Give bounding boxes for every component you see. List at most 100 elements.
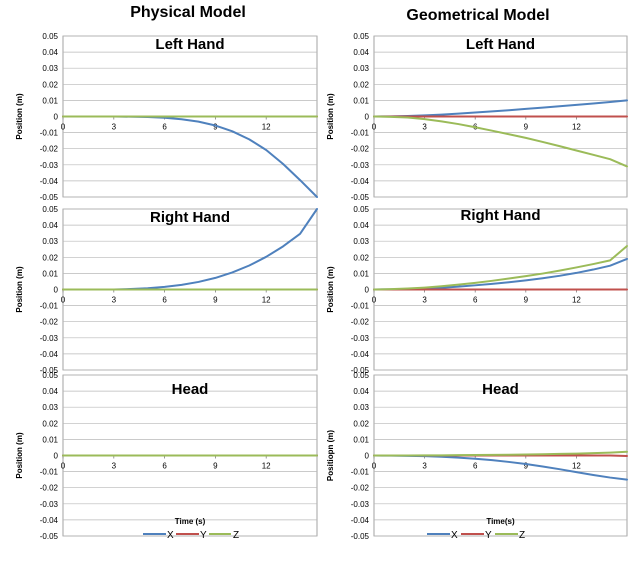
legend-x-label: X [451, 530, 458, 541]
chart-panels: 0.050.040.030.020.010-0.01-0.02-0.03-0.0… [15, 32, 628, 541]
y-tick-label: 0.05 [353, 32, 369, 41]
x-axis-label: Time(s) [486, 517, 515, 526]
y-tick-label: 0 [365, 286, 370, 295]
y-tick-label: 0.05 [353, 205, 369, 214]
y-tick-label: -0.04 [40, 516, 59, 525]
x-tick-label: 12 [262, 296, 271, 305]
y-tick-label: 0 [365, 113, 370, 122]
y-axis-label: Position (m) [15, 432, 24, 479]
x-tick-label: 9 [524, 462, 529, 471]
y-tick-label: -0.03 [351, 161, 370, 170]
chart-panel-4: 0.050.040.030.020.010-0.01-0.02-0.03-0.0… [326, 205, 628, 375]
y-tick-label: 0.05 [42, 32, 58, 41]
x-tick-label: 9 [524, 296, 529, 305]
x-tick-label: 12 [572, 462, 581, 471]
x-tick-label: 12 [572, 123, 581, 132]
x-tick-label: 12 [262, 462, 271, 471]
y-tick-label: 0.02 [353, 419, 369, 428]
x-tick-label: 6 [162, 296, 167, 305]
y-tick-label: -0.05 [40, 193, 59, 202]
legend-left: X Y Z [143, 530, 239, 541]
y-tick-label: -0.05 [40, 366, 59, 375]
y-tick-label: -0.05 [40, 532, 59, 541]
y-tick-label: -0.02 [351, 484, 370, 493]
y-tick-label: 0.04 [353, 48, 369, 57]
y-tick-label: -0.02 [351, 145, 370, 154]
x-tick-label: 3 [112, 123, 117, 132]
y-tick-label: 0.03 [353, 237, 369, 246]
y-tick-label: 0.01 [353, 269, 369, 278]
x-tick-label: 3 [422, 296, 427, 305]
y-tick-label: -0.02 [40, 318, 59, 327]
column-title-geometrical: Geometrical Model [406, 7, 549, 24]
chart-panel-2: 0.050.040.030.020.010-0.01-0.02-0.03-0.0… [326, 32, 628, 202]
panel-title: Left Hand [466, 36, 535, 53]
x-tick-label: 3 [112, 296, 117, 305]
x-tick-label: 3 [422, 462, 427, 471]
y-tick-label: 0 [54, 113, 59, 122]
chart-panel-1: 0.050.040.030.020.010-0.01-0.02-0.03-0.0… [15, 32, 318, 202]
x-tick-label: 0 [61, 462, 66, 471]
panel-title: Head [482, 381, 519, 398]
y-tick-label: 0.03 [42, 64, 58, 73]
y-tick-label: -0.02 [40, 145, 59, 154]
chart-panel-6: 0.050.040.030.020.010-0.01-0.02-0.03-0.0… [326, 371, 628, 541]
y-tick-label: 0 [54, 286, 59, 295]
x-tick-label: 0 [61, 296, 66, 305]
y-tick-label: -0.03 [40, 500, 59, 509]
x-tick-label: 0 [372, 123, 377, 132]
y-tick-label: 0.04 [353, 221, 369, 230]
y-tick-label: 0.03 [42, 403, 58, 412]
y-tick-label: 0.01 [42, 269, 58, 278]
x-tick-label: 12 [572, 296, 581, 305]
series-line-z [373, 115, 628, 168]
y-tick-label: -0.03 [40, 161, 59, 170]
x-tick-label: 9 [213, 296, 218, 305]
series-line-z [373, 245, 628, 291]
y-tick-label: 0.04 [42, 221, 58, 230]
series-line-z [373, 450, 628, 457]
x-axis-label: Time (s) [175, 517, 206, 526]
y-axis-label: Position (m) [326, 93, 335, 140]
legend-x-label: X [167, 530, 174, 541]
y-axis-label: Position (m) [15, 93, 24, 140]
y-tick-label: 0.04 [42, 387, 58, 396]
y-tick-label: -0.01 [40, 302, 59, 311]
x-tick-label: 3 [112, 462, 117, 471]
x-tick-label: 6 [162, 462, 167, 471]
chart-panel-3: 0.050.040.030.020.010-0.01-0.02-0.03-0.0… [15, 205, 318, 375]
y-tick-label: 0.04 [42, 48, 58, 57]
x-tick-label: 3 [422, 123, 427, 132]
legend-z-label: Z [519, 530, 525, 541]
x-tick-label: 9 [213, 462, 218, 471]
y-tick-label: -0.05 [351, 366, 370, 375]
x-tick-label: 9 [524, 123, 529, 132]
y-tick-label: 0.05 [42, 371, 58, 380]
panel-title: Right Hand [150, 209, 230, 226]
legend-right: X Y Z [427, 530, 525, 541]
y-tick-label: -0.01 [40, 129, 59, 138]
y-tick-label: -0.01 [351, 129, 370, 138]
y-tick-label: -0.04 [351, 350, 370, 359]
x-tick-label: 0 [372, 296, 377, 305]
y-tick-label: 0.01 [353, 96, 369, 105]
y-tick-label: 0 [54, 452, 59, 461]
y-tick-label: -0.01 [351, 302, 370, 311]
y-tick-label: 0.02 [353, 80, 369, 89]
y-axis-label: Position (m) [15, 266, 24, 313]
y-tick-label: 0.03 [353, 64, 369, 73]
y-tick-label: 0.03 [42, 237, 58, 246]
chart-panel-5: 0.050.040.030.020.010-0.01-0.02-0.03-0.0… [15, 371, 318, 541]
y-tick-label: 0.02 [42, 80, 58, 89]
y-tick-label: 0.05 [42, 205, 58, 214]
y-tick-label: -0.04 [351, 177, 370, 186]
x-tick-label: 12 [262, 123, 271, 132]
y-tick-label: 0.04 [353, 387, 369, 396]
y-tick-label: -0.04 [40, 177, 59, 186]
y-tick-label: -0.05 [351, 193, 370, 202]
y-tick-label: 0.05 [353, 371, 369, 380]
legend-z-label: Z [233, 530, 239, 541]
y-tick-label: -0.05 [351, 532, 370, 541]
y-tick-label: -0.02 [351, 318, 370, 327]
